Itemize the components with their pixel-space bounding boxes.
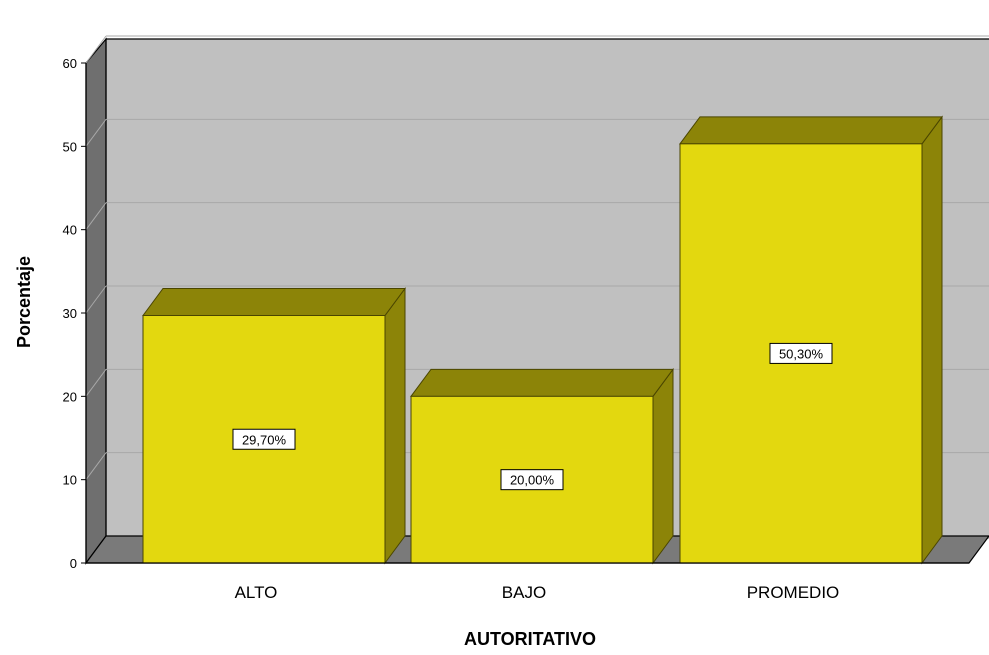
y-tick-label: 20 (63, 389, 77, 404)
y-axis-title: Porcentaje (14, 256, 34, 348)
bar-side-face (653, 369, 673, 563)
bar-side-face (922, 117, 942, 563)
y-tick-label: 0 (70, 556, 77, 571)
bar-bajo: 20,00% (411, 369, 673, 563)
y-axis-ticks: 0 10 20 30 40 50 60 (63, 56, 86, 571)
side-wall (86, 39, 106, 563)
y-tick-label: 50 (63, 139, 77, 154)
x-tick-label: ALTO (235, 583, 278, 602)
bar-side-face (385, 289, 405, 564)
x-tick-label: BAJO (502, 583, 546, 602)
bar-top-face (680, 117, 942, 144)
y-tick-label: 30 (63, 306, 77, 321)
y-tick-label: 40 (63, 223, 77, 238)
data-label: 50,30% (779, 346, 824, 361)
bar-top-face (411, 369, 673, 396)
x-axis-ticks: ALTO BAJO PROMEDIO (86, 563, 969, 602)
y-tick-label: 60 (63, 56, 77, 71)
x-axis-title: AUTORITATIVO (464, 629, 596, 649)
y-tick-label: 10 (63, 473, 77, 488)
data-label: 20,00% (510, 473, 555, 488)
x-tick-label: PROMEDIO (747, 583, 840, 602)
bar-alto: 29,70% (143, 289, 405, 564)
bar-promedio: 50,30% (680, 117, 942, 563)
bar-top-face (143, 289, 405, 316)
data-label: 29,70% (242, 432, 287, 447)
